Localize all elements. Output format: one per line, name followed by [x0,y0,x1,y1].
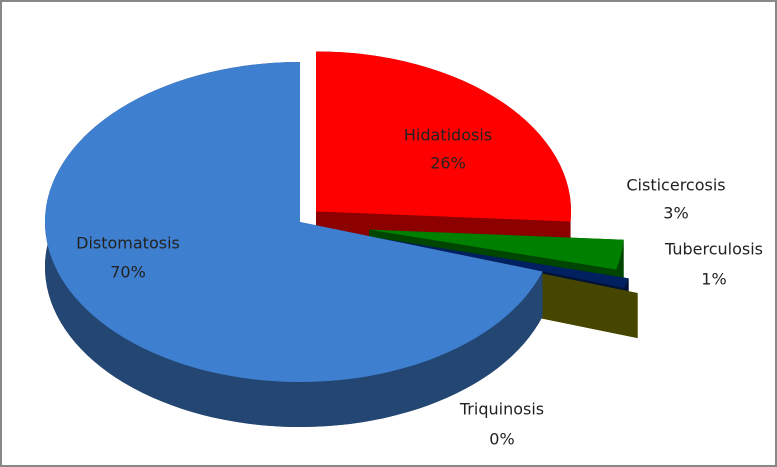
category-label: Hidatidosis [404,126,492,145]
slice [45,62,543,383]
category-label: Tuberculosis [664,240,763,259]
category-label: Cisticercosis [626,176,725,195]
slice [369,229,624,270]
value-label: 3% [663,204,688,223]
category-label: Triquinosis [459,400,544,419]
labels: Hidatidosis 26% Cisticercosis 3% Tubercu… [76,126,763,449]
value-label: 0% [489,430,514,449]
value-label: 1% [701,270,726,289]
pie [45,51,638,428]
value-label: 70% [110,263,146,282]
category-label: Distomatosis [76,234,180,253]
slice [381,238,629,289]
slice [316,51,572,222]
value-label: 26% [430,154,466,173]
